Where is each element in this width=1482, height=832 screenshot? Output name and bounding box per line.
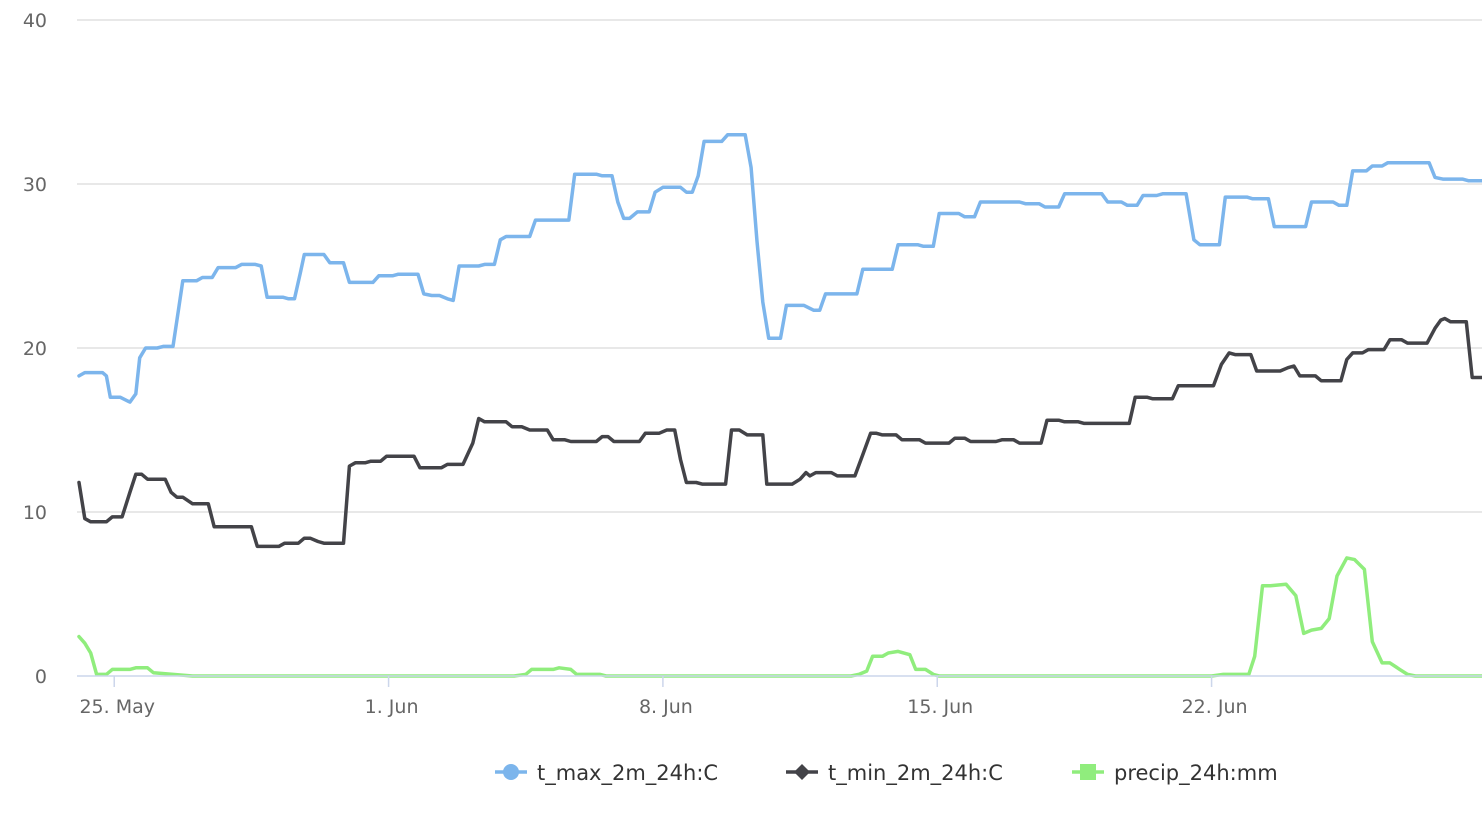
y-tick-label: 0 <box>35 666 47 688</box>
y-tick-label: 40 <box>23 10 47 32</box>
legend-circle-marker <box>503 764 519 780</box>
x-tick-label: 1. Jun <box>365 696 419 718</box>
legend-label: t_max_2m_24h:C <box>537 761 718 786</box>
y-tick-label: 30 <box>23 174 47 196</box>
gridlines <box>77 19 1482 513</box>
legend-label: precip_24h:mm <box>1114 761 1278 786</box>
legend-label: t_min_2m_24h:C <box>828 761 1003 786</box>
legend-diamond-marker <box>794 764 810 780</box>
y-axis-ticks: 0 10 20 30 40 <box>23 10 47 688</box>
legend-item[interactable]: precip_24h:mm <box>1072 761 1278 786</box>
x-axis: 25. May 1. Jun 8. Jun 15. Jun 22. Jun <box>77 675 1482 718</box>
legend-item[interactable]: t_max_2m_24h:C <box>495 761 718 786</box>
legend-square-marker <box>1080 764 1096 780</box>
y-tick-label: 10 <box>23 502 47 524</box>
x-tick-label: 15. Jun <box>907 696 973 718</box>
x-tick-label: 22. Jun <box>1182 696 1248 718</box>
series-line <box>77 133 1482 404</box>
series-line <box>77 556 1482 678</box>
x-tick-label: 25. May <box>79 696 155 718</box>
legend-item[interactable]: t_min_2m_24h:C <box>786 761 1003 786</box>
y-tick-label: 20 <box>23 338 47 360</box>
legend: t_max_2m_24h:C t_min_2m_24h:C precip_24h:m… <box>495 761 1278 786</box>
series-line <box>77 316 1482 549</box>
x-tick-label: 8. Jun <box>639 696 693 718</box>
series-lines <box>77 133 1482 678</box>
